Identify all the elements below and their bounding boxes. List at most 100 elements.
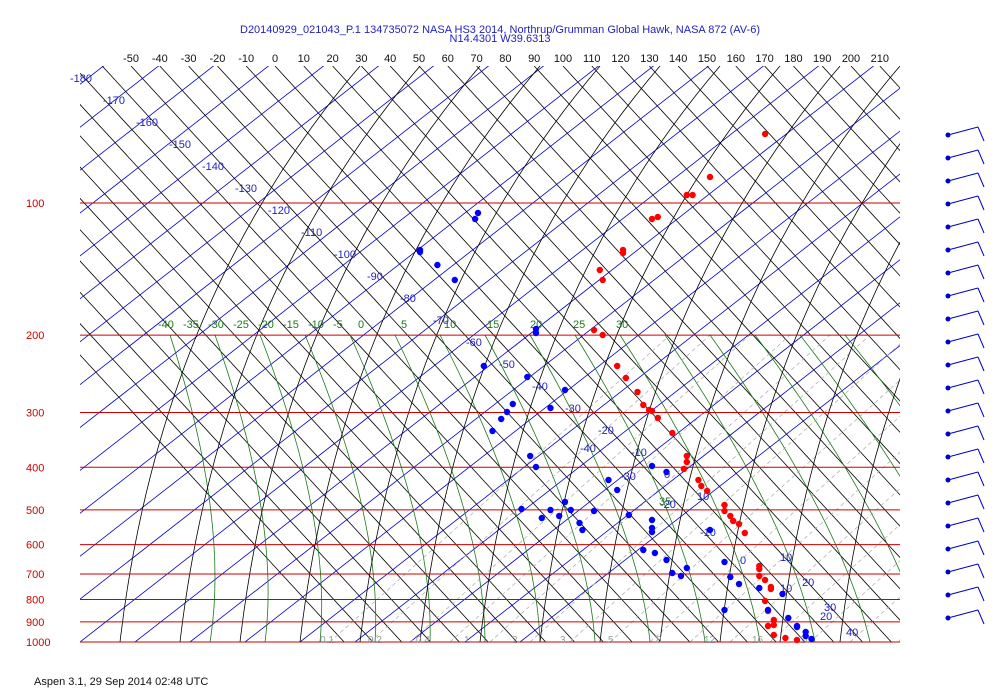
temperature-point: [648, 407, 656, 415]
theta-arc-line: [419, 66, 661, 642]
isotherm-line: [80, 72, 604, 642]
dry-adiabat-line: [80, 66, 710, 557]
dewpoint-point: [471, 215, 479, 223]
dry-adiabat-line: [80, 66, 435, 343]
moist-adiabat-label: -20: [258, 319, 274, 331]
top-temp-tick-label: 40: [384, 53, 396, 65]
moist-adiabat-label: 25: [573, 319, 585, 331]
wind-barb-flag: [977, 471, 985, 487]
mixing-ratio-label: 0.1: [320, 635, 334, 646]
wind-barb-flag: [977, 333, 985, 349]
isotherm-line: [80, 135, 547, 642]
skewed-temp-label: -40: [580, 443, 596, 455]
wind-barb-staff: [947, 356, 979, 366]
wind-barb-staff: [947, 195, 979, 205]
dewpoint-point: [727, 573, 734, 581]
dewpoint-point: [451, 276, 458, 284]
theta-arc-line: [479, 66, 721, 642]
dewpoint-point: [509, 400, 516, 408]
dewpoint-point: [503, 408, 511, 416]
isotherm-line: [80, 323, 374, 642]
pressure-tick-label: 800: [26, 594, 44, 606]
theta-label: -30: [565, 403, 581, 415]
wind-barb-staff: [947, 563, 979, 573]
footer-text: Aspen 3.1, 29 Sep 2014 02:48 UTC: [34, 676, 209, 688]
temperature-point: [680, 465, 688, 473]
theta-arc-line: [359, 66, 601, 642]
dewpoint-point: [538, 514, 545, 522]
top-temp-tick-label: 10: [298, 53, 310, 65]
wind-barb-staff: [947, 540, 979, 550]
top-temp-tick-label: 0: [272, 53, 278, 65]
skewed-temp-label: 10: [780, 552, 792, 564]
wind-barb-staff: [947, 609, 979, 619]
dewpoint-point: [648, 462, 656, 470]
temperature-point: [619, 249, 627, 257]
isotherm-line: [217, 66, 748, 642]
dewpoint-point: [648, 516, 656, 524]
wind-barb-staff: [947, 586, 979, 596]
moist-adiabat-label: 35: [659, 496, 671, 508]
dry-adiabat-line: [80, 66, 325, 257]
isotherm-line: [303, 66, 835, 642]
dewpoint-point: [532, 463, 540, 471]
moist-adiabat-label: -5: [333, 319, 343, 331]
wind-barb-flag: [977, 563, 985, 579]
temperature-point: [721, 507, 728, 515]
theta-arc-line: [239, 66, 481, 642]
mixing-ratio-label: 12: [704, 635, 716, 646]
moist-adiabat-line: [169, 334, 216, 642]
isotherm-line: [476, 66, 900, 527]
moist-adiabat-label: 30: [616, 319, 628, 331]
temperature-point: [703, 487, 711, 495]
wind-barb-flag: [977, 494, 985, 510]
temperature-point: [764, 622, 772, 630]
wind-barb-staff: [947, 402, 979, 412]
theta-arc-line: [539, 66, 781, 642]
dewpoint-point: [663, 556, 670, 564]
top-temp-tick-label: 70: [470, 53, 482, 65]
pressure-tick-label: 700: [26, 569, 44, 581]
moist-adiabat-label: -35: [183, 319, 199, 331]
wind-barb-flag: [977, 356, 985, 372]
theta-label: -110: [301, 227, 322, 239]
temperature-point: [756, 572, 763, 580]
wind-barb-flag: [977, 126, 985, 142]
moist-adiabat-line: [439, 334, 541, 642]
theta-arc-line: [839, 377, 900, 642]
pressure-tick-label: 1000: [26, 637, 50, 649]
temperature-point: [735, 520, 743, 528]
theta-arc-line: [719, 143, 900, 642]
mixing-ratio-line: [369, 334, 711, 642]
wind-barb-staff: [947, 241, 979, 251]
temperature-point: [770, 631, 777, 639]
dewpoint-point: [614, 486, 621, 494]
skewed-temp-label: 40: [846, 627, 858, 639]
mixing-ratio-line: [809, 560, 900, 642]
dewpoint-point: [785, 614, 792, 622]
wind-barb-flag: [977, 310, 985, 326]
theta-label: -60: [466, 337, 482, 349]
dewpoint-point: [721, 606, 728, 614]
moist-adiabat-label: 10: [444, 319, 456, 331]
dewpoint-point: [576, 519, 583, 527]
dewpoint-point: [527, 452, 534, 460]
pressure-tick-label: 500: [26, 505, 44, 517]
dry-adiabat-line: [464, 302, 900, 642]
moist-adiabat-line: [304, 334, 377, 642]
temperature-point: [683, 191, 690, 199]
isotherm-line: [793, 66, 900, 183]
dewpoint-point: [808, 635, 815, 643]
temperature-point: [599, 331, 606, 339]
isotherm-line: [130, 66, 662, 642]
wind-barb-staff: [947, 448, 979, 458]
dry-adiabat-line: [80, 66, 380, 300]
pressure-tick-label: 300: [26, 407, 44, 419]
moist-adiabat-line: [259, 334, 323, 642]
dewpoint-point: [764, 606, 772, 614]
isotherm-line: [735, 66, 900, 246]
wind-barb-staff: [947, 517, 979, 527]
mixing-ratio-label: 8: [656, 635, 662, 646]
temperature-point: [793, 636, 801, 644]
dewpoint-point: [802, 632, 809, 640]
